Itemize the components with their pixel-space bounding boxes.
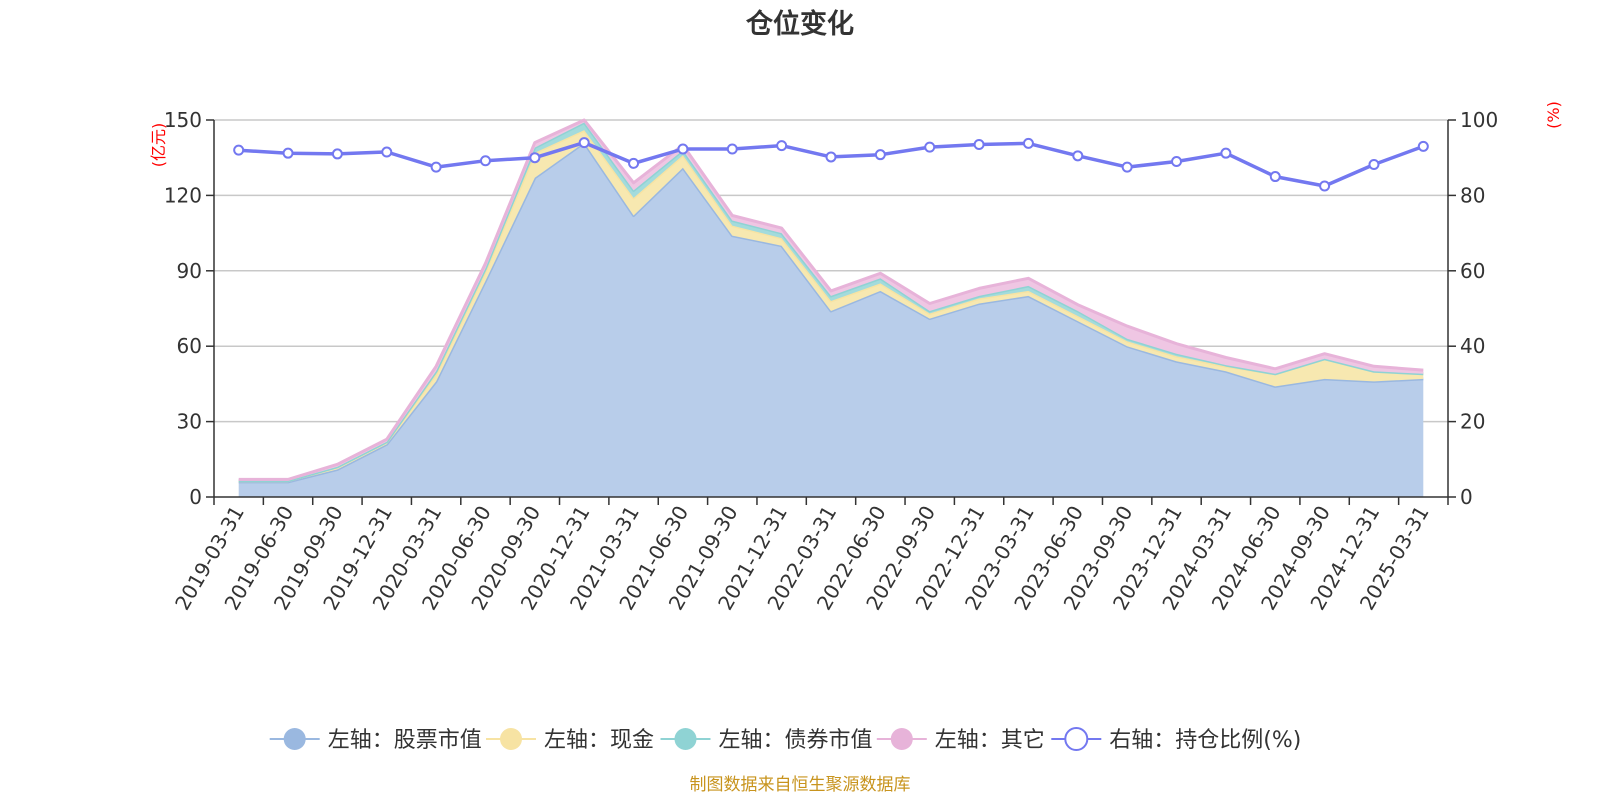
ratio-point: [1121, 161, 1133, 173]
stacked-areas: [238, 118, 1424, 497]
ratio-point: [578, 137, 590, 149]
left-tick-label: 30: [177, 410, 202, 434]
area-edge-左轴：其它: [238, 118, 1424, 481]
ratio-point: [529, 152, 541, 164]
right-tick-label: 100: [1460, 108, 1498, 132]
left-tick-label: 60: [177, 334, 202, 358]
right-tick-label: 60: [1460, 259, 1485, 283]
area-左轴：现金: [238, 130, 1424, 482]
left-tick-label: 90: [177, 259, 202, 283]
right-tick-label: 40: [1460, 334, 1485, 358]
ratio-point: [677, 143, 689, 155]
ratio-point: [381, 146, 393, 158]
legend-label: 左轴：股票市值: [328, 728, 482, 753]
legend-item[interactable]: 右轴：持仓比例(%): [1051, 727, 1301, 753]
ratio-point: [1072, 150, 1084, 162]
legend-marker-icon: [283, 728, 306, 750]
right-tick-label: 80: [1460, 183, 1485, 207]
ratio-point: [430, 161, 442, 173]
legend: 左轴：股票市值 左轴：现金 左轴：债券市值 左轴：其它 右轴：持仓比例(%): [269, 727, 1301, 753]
ratio-line: [233, 137, 1429, 192]
area-左轴：股票市值: [238, 142, 1424, 497]
ratio-point: [726, 143, 738, 155]
ratio-point: [233, 144, 245, 156]
ratio-point: [331, 148, 343, 160]
left-tick-label: 120: [164, 183, 202, 207]
ratio-line-path: [238, 140, 1424, 188]
legend-marker-icon: [1064, 727, 1089, 751]
ratio-point: [825, 151, 837, 163]
legend-marker-icon: [674, 728, 697, 750]
legend-label: 左轴：债券市值: [719, 728, 873, 753]
left-tick-label: 0: [189, 485, 202, 509]
legend-item[interactable]: 左轴：债券市值: [660, 728, 873, 753]
legend-item[interactable]: 左轴：其它: [876, 728, 1045, 753]
ratio-point: [874, 149, 886, 161]
chart-title: 仓位变化: [745, 8, 854, 40]
ratio-point: [1319, 180, 1331, 192]
ratio-point: [479, 155, 491, 167]
ratio-point: [628, 157, 640, 169]
source-note: 制图数据来自恒生聚源数据库: [690, 775, 911, 795]
legend-label: 左轴：其它: [935, 728, 1045, 753]
legend-item[interactable]: 左轴：股票市值: [269, 728, 482, 753]
legend-label: 右轴：持仓比例(%): [1109, 728, 1301, 753]
left-axis-unit: (亿元): [149, 123, 168, 168]
ratio-point: [282, 147, 294, 159]
legend-item[interactable]: 左轴：现金: [486, 728, 654, 753]
ratio-point: [776, 140, 788, 152]
ratio-point: [1269, 171, 1281, 183]
right-tick-label: 0: [1460, 485, 1473, 509]
ratio-point: [1220, 147, 1232, 159]
right-axis-unit: (%): [1544, 101, 1563, 129]
ratio-point: [1417, 140, 1429, 152]
ratio-point: [973, 139, 985, 151]
ratio-point: [1171, 155, 1183, 167]
ratio-point: [924, 141, 936, 153]
legend-marker-icon: [500, 728, 522, 750]
right-tick-label: 20: [1460, 410, 1485, 434]
ratio-point: [1022, 137, 1034, 149]
ratio-point: [1368, 158, 1380, 170]
left-tick-label: 150: [164, 108, 202, 132]
legend-marker-icon: [890, 728, 913, 750]
legend-label: 左轴：现金: [544, 728, 654, 753]
